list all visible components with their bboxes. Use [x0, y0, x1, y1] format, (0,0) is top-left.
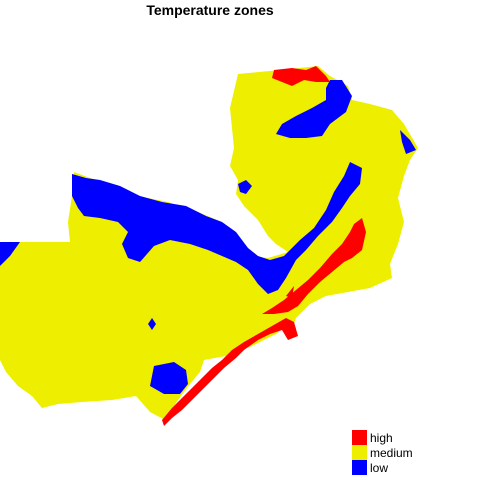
legend-item-high: high [352, 430, 413, 445]
legend-item-medium: medium [352, 445, 413, 460]
legend-swatch-medium [352, 445, 367, 460]
map-legend: high medium low [352, 430, 413, 475]
legend-label-medium: medium [370, 445, 413, 460]
legend-swatch-high [352, 430, 367, 445]
legend-swatch-low [352, 460, 367, 475]
legend-label-high: high [370, 430, 393, 445]
legend-label-low: low [370, 460, 389, 475]
map-title: Temperature zones [146, 2, 274, 18]
zone-high [162, 66, 366, 426]
zone-low [0, 80, 416, 394]
legend-item-low: low [352, 460, 413, 475]
